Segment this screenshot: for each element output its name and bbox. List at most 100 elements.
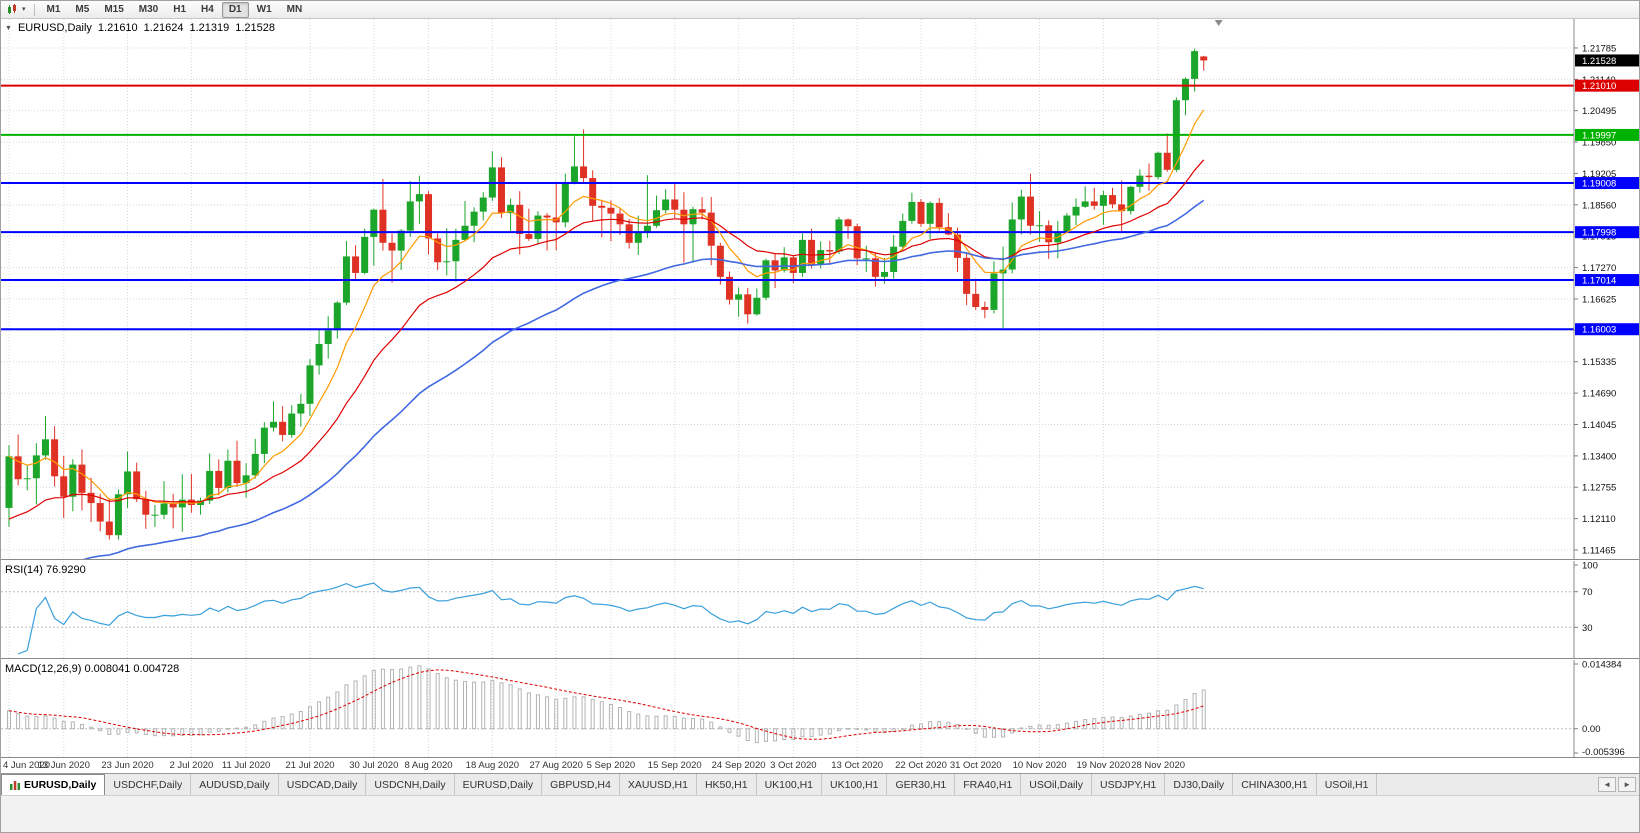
date-axis-label: 3 Oct 2020	[770, 760, 817, 771]
date-axis-label: 13 Jun 2020	[37, 760, 90, 771]
chart-tab[interactable]: USDCHF,Daily	[105, 774, 192, 795]
tab-label: USDJPY,H1	[1099, 778, 1157, 791]
svg-text:30: 30	[1582, 623, 1593, 634]
chart-tab[interactable]: CHINA300,H1	[1233, 774, 1317, 795]
tab-scroll-left-button[interactable]: ◄	[1598, 777, 1617, 792]
svg-text:1.12755: 1.12755	[1582, 483, 1616, 494]
svg-text:1.15335: 1.15335	[1582, 357, 1616, 368]
tab-label: EURUSD,Daily	[462, 778, 534, 791]
chart-tab[interactable]: FRA40,H1	[955, 774, 1022, 795]
date-axis-label: 15 Sep 2020	[647, 760, 702, 771]
ma-slow	[82, 199, 1205, 559]
svg-text:1.17270: 1.17270	[1582, 263, 1616, 274]
rsi-axis[interactable]: 100 70 30	[1574, 561, 1598, 634]
svg-text:1.14045: 1.14045	[1582, 420, 1616, 431]
svg-text:1.11465: 1.11465	[1582, 546, 1616, 557]
date-axis-label: 24 Sep 2020	[711, 760, 766, 771]
timeframe-button-m15[interactable]: M15	[104, 3, 124, 15]
chart-tab[interactable]: EURUSD,Daily	[454, 774, 543, 795]
svg-text:1.19008: 1.19008	[1582, 179, 1616, 190]
tab-label: GBPUSD,H4	[550, 778, 611, 791]
svg-text:70: 70	[1582, 587, 1593, 598]
date-axis-label: 30 Jul 2020	[349, 760, 399, 771]
price-level-tag[interactable]: 1.19008	[1575, 177, 1639, 190]
timeframe-button-mn[interactable]: MN	[286, 3, 303, 15]
panel-splitter[interactable]	[1, 658, 1639, 660]
chart-tab[interactable]: AUDUSD,Daily	[191, 774, 279, 795]
timeframe-button-w1[interactable]: W1	[256, 3, 272, 15]
rsi-line	[17, 582, 1204, 655]
tab-scroll-arrows: ◄ ►	[1595, 774, 1639, 795]
chart-tab[interactable]: GBPUSD,H4	[542, 774, 620, 795]
svg-text:1.19205: 1.19205	[1582, 169, 1616, 180]
price-level-tag[interactable]: 1.17014	[1575, 274, 1639, 287]
price-level-tag[interactable]: 1.21010	[1575, 79, 1639, 93]
chart-type-button[interactable]: ▾	[4, 3, 29, 16]
tab-label: FRA40,H1	[963, 778, 1013, 791]
date-axis-label: 10 Nov 2020	[1012, 760, 1067, 771]
svg-text:1.12110: 1.12110	[1582, 514, 1616, 525]
date-axis-label: 2 Jul 2020	[169, 760, 214, 771]
macd-chart-canvas[interactable]: 0.014384 0.00 -0.005396	[1, 660, 1640, 757]
macd-histogram	[7, 665, 1206, 744]
horizontal-level-lines[interactable]	[1, 84, 1574, 331]
svg-text:0.014384: 0.014384	[1582, 660, 1622, 671]
macd-axis[interactable]: 0.014384 0.00 -0.005396	[1574, 660, 1625, 757]
main-chart-canvas[interactable]: 1.217851.211401.204951.198501.192051.185…	[1, 19, 1640, 559]
timeframe-button-h4[interactable]: H4	[201, 3, 214, 15]
chart-tab[interactable]: DJ30,Daily	[1165, 774, 1234, 795]
price-level-tag[interactable]: 1.16003	[1575, 323, 1639, 336]
svg-text:-0.005396: -0.005396	[1582, 747, 1625, 757]
tab-label: USOil,H1	[1324, 778, 1369, 791]
svg-text:1.16625: 1.16625	[1582, 294, 1616, 305]
ma-fast	[8, 109, 1205, 505]
chart-tab[interactable]: USOil,H1	[1316, 774, 1378, 795]
tab-label: XAUUSD,H1	[627, 778, 688, 791]
main-chart-panel[interactable]: 1.217851.211401.204951.198501.192051.185…	[1, 19, 1639, 559]
timeframe-button-m30[interactable]: M30	[138, 3, 159, 15]
date-axis-label: 28 Nov 2020	[1131, 760, 1186, 771]
chart-tab-bar: EURUSD,Daily USDCHF,Daily AUDUSD,Daily USDC…	[1, 773, 1639, 795]
macd-signal-line	[8, 669, 1204, 740]
candlestick-chart-icon	[8, 4, 16, 14]
timeframe-toolbar: ▾ M1 M5 M15 M30 H1 H4 D1 W1 MN	[1, 1, 1639, 19]
rsi-panel[interactable]: 100 70 30 RSI(14) 76.9290	[1, 561, 1639, 658]
chart-tab[interactable]: HK50,H1	[696, 774, 757, 795]
date-axis-label: 4 Jun 2020	[3, 760, 51, 771]
chart-tab[interactable]: UK100,H1	[756, 774, 823, 795]
timeframe-button-m5[interactable]: M5	[75, 3, 90, 15]
svg-text:1.18560: 1.18560	[1582, 200, 1616, 211]
timeframe-button-m1[interactable]: M1	[46, 3, 61, 15]
tab-scroll-right-button[interactable]: ►	[1618, 777, 1636, 792]
svg-text:1.21010: 1.21010	[1582, 81, 1616, 92]
date-axis-label: 31 Oct 2020	[949, 760, 1002, 771]
chart-tab[interactable]: USOil,Daily	[1021, 774, 1092, 795]
chart-tab[interactable]: USDCNH,Daily	[366, 774, 455, 795]
timeframe-button-d1[interactable]: D1	[221, 1, 249, 18]
date-axis-label: 22 Oct 2020	[895, 760, 947, 771]
date-axis-label: 5 Sep 2020	[586, 760, 636, 771]
date-axis[interactable]: 4 Jun 2020 13 Jun 2020 23 Jun 2020 2 Jul 20…	[1, 757, 1639, 773]
price-level-tag[interactable]: 1.17998	[1575, 226, 1639, 239]
date-axis-label: 19 Nov 2020	[1076, 760, 1131, 771]
svg-text:1.20495: 1.20495	[1582, 106, 1616, 117]
timeframe-button-h1[interactable]: H1	[173, 3, 187, 15]
chart-tab[interactable]: XAUUSD,H1	[619, 774, 697, 795]
svg-text:1.17014: 1.17014	[1582, 276, 1616, 287]
chart-tab[interactable]: USDCAD,Daily	[278, 774, 367, 795]
shift-marker-icon	[1214, 20, 1223, 26]
rsi-chart-canvas[interactable]: 100 70 30	[1, 561, 1640, 658]
chart-tab-active[interactable]: EURUSD,Daily	[1, 774, 106, 795]
chart-tab[interactable]: UK100,H1	[822, 774, 888, 795]
price-level-tag[interactable]: 1.19997	[1575, 128, 1639, 142]
panel-splitter[interactable]	[1, 559, 1639, 561]
current-price-tag[interactable]: 1.21528	[1575, 54, 1639, 67]
tab-label: UK100,H1	[830, 778, 879, 791]
svg-text:1.19997: 1.19997	[1582, 130, 1616, 141]
chart-tab[interactable]: GER30,H1	[887, 774, 956, 795]
macd-panel[interactable]: 0.014384 0.00 -0.005396 MACD(12,26,9) 0.00…	[1, 660, 1639, 757]
chart-tab[interactable]: USDJPY,H1	[1091, 774, 1166, 795]
chart-stack: 1.217851.211401.204951.198501.192051.185…	[1, 19, 1639, 773]
moving-average-lines	[8, 109, 1205, 559]
